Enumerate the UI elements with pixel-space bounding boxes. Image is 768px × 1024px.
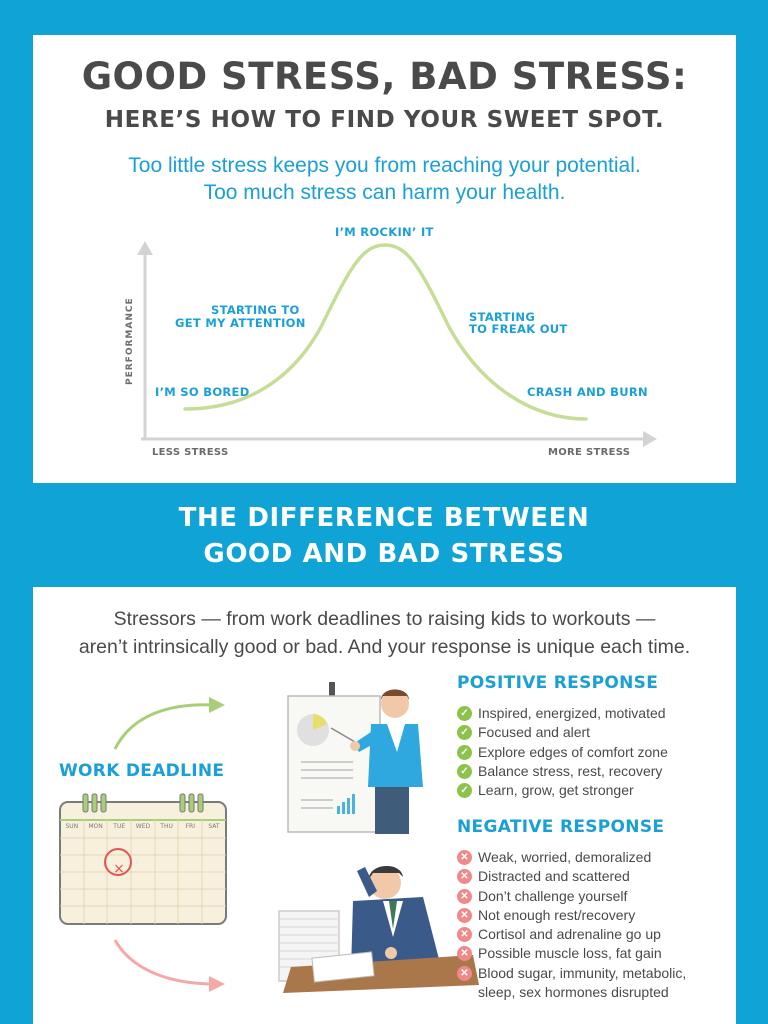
bottom-panel: Stressors — from work deadlines to raisi…: [33, 587, 736, 1024]
check-icon: ✓: [457, 744, 472, 760]
label-attention-2: GET MY ATTENTION: [175, 316, 306, 330]
work-deadline-label: WORK DEADLINE: [59, 761, 225, 781]
section-intro-line-1: Stressors — from work deadlines to raisi…: [113, 608, 656, 630]
day-tue: TUE: [113, 823, 126, 830]
negative-item-text: Don’t challenge yourself: [478, 887, 628, 904]
x-icon: ✕: [457, 907, 472, 923]
negative-item-text: Possible muscle loss, fat gain: [478, 945, 662, 962]
check-icon: ✓: [457, 725, 472, 741]
section-title-line-1: THE DIFFERENCE BETWEEN: [178, 503, 590, 533]
page-subtitle: HERE’S HOW TO FIND YOUR SWEET SPOT.: [104, 107, 665, 133]
label-rockin: I’M ROCKIN’ IT: [335, 225, 434, 239]
label-freak-1: STARTING: [469, 310, 536, 324]
presenter-illustration: [287, 682, 423, 834]
negative-item-text: Weak, worried, demoralized: [478, 849, 652, 865]
check-icon: ✓: [457, 763, 472, 779]
x-icon: ✕: [457, 927, 472, 943]
stressed-worker-illustration: [278, 865, 479, 993]
label-crash: CRASH AND BURN: [527, 385, 648, 399]
list-item: ✕ Cortisol and adrenaline go up: [457, 925, 686, 944]
positive-item-text: Inspired, energized, motivated: [478, 705, 666, 721]
intro-line-2: Too much stress can harm your health.: [203, 181, 566, 204]
day-mon: MON: [88, 823, 103, 830]
section-intro-line-2: aren’t intrinsically good or bad. And yo…: [78, 636, 691, 658]
list-item-continuation: sleep, sex hormones disrupted: [457, 983, 686, 1002]
positive-item-text: Balance stress, rest, recovery: [478, 762, 663, 779]
x-icon: ✕: [457, 850, 472, 865]
day-thu: THU: [160, 823, 173, 830]
y-axis-label: PERFORMANCE: [125, 297, 135, 385]
x-icon: ✕: [457, 965, 472, 981]
list-item: ✓ Inspired, energized, motivated: [457, 704, 668, 723]
arrow-down-icon: [113, 939, 225, 992]
day-sat: SAT: [208, 823, 220, 830]
y-axis-arrow: [137, 241, 153, 255]
negative-item-text: Blood sugar, immunity, metabolic,: [478, 964, 687, 981]
performance-curve: [183, 243, 588, 421]
negative-response-title: NEGATIVE RESPONSE: [457, 817, 665, 837]
label-freak-2: TO FREAK OUT: [469, 322, 568, 336]
label-attention-1: STARTING TO: [211, 303, 300, 317]
x-axis-arrow: [643, 431, 657, 447]
positive-item-text: Focused and alert: [478, 724, 591, 741]
check-icon: ✓: [457, 783, 472, 799]
positive-response-title: POSITIVE RESPONSE: [457, 673, 659, 693]
list-item: ✕ Weak, worried, demoralized: [457, 848, 686, 867]
list-item: ✓ Learn, grow, get stronger: [457, 781, 668, 800]
negative-item-text: Distracted and scattered: [478, 868, 630, 885]
x-axis-label-right: MORE STRESS: [548, 447, 631, 458]
top-panel: GOOD STRESS, BAD STRESS: HERE’S HOW TO F…: [33, 35, 736, 483]
list-item: ✕ Blood sugar, immunity, metabolic,: [457, 964, 686, 983]
arrow-up-icon: [113, 697, 225, 750]
day-fri: FRI: [185, 823, 195, 830]
negative-item-text: sleep, sex hormones disrupted: [478, 984, 669, 1001]
day-sun: SUN: [65, 823, 79, 830]
page-title: GOOD STRESS, BAD STRESS:: [81, 55, 688, 98]
stress-curve-diagram: [137, 241, 657, 447]
day-wed: WED: [135, 823, 151, 830]
label-bored: I’M SO BORED: [155, 385, 250, 399]
list-item: ✓ Focused and alert: [457, 723, 668, 742]
positive-item-text: Learn, grow, get stronger: [478, 782, 634, 799]
list-item: ✕ Don’t challenge yourself: [457, 887, 686, 906]
section-title-line-2: GOOD AND BAD STRESS: [203, 539, 565, 569]
list-item: ✕ Distracted and scattered: [457, 867, 686, 886]
intro-text: Too little stress keeps you from reachin…: [33, 152, 736, 206]
negative-item-text: Cortisol and adrenaline go up: [478, 926, 661, 943]
section-title: THE DIFFERENCE BETWEEN GOOD AND BAD STRE…: [0, 500, 768, 572]
calendar-days: SUN MON TUE WED THU FRI SAT: [60, 823, 226, 830]
negative-item-text: Not enough rest/recovery: [478, 906, 636, 923]
list-item: ✓ Explore edges of comfort zone: [457, 743, 668, 762]
check-icon: ✓: [457, 706, 472, 721]
negative-response-list: ✕ Weak, worried, demoralized ✕ Distracted …: [457, 848, 686, 1002]
deadline-mark-icon: ×: [113, 861, 125, 877]
x-icon: ✕: [457, 946, 472, 962]
x-icon: ✕: [457, 888, 472, 904]
section-intro: Stressors — from work deadlines to raisi…: [33, 605, 736, 661]
intro-line-1: Too little stress keeps you from reachin…: [128, 154, 641, 177]
calendar-icon: [59, 793, 227, 925]
positive-item-text: Explore edges of comfort zone: [478, 743, 668, 760]
x-icon: ✕: [457, 869, 472, 885]
list-item: ✕ Possible muscle loss, fat gain: [457, 944, 686, 963]
x-axis-label-left: LESS STRESS: [152, 447, 229, 458]
list-item: ✕ Not enough rest/recovery: [457, 906, 686, 925]
positive-response-list: ✓ Inspired, energized, motivated ✓ Focused…: [457, 704, 668, 800]
list-item: ✓ Balance stress, rest, recovery: [457, 762, 668, 781]
